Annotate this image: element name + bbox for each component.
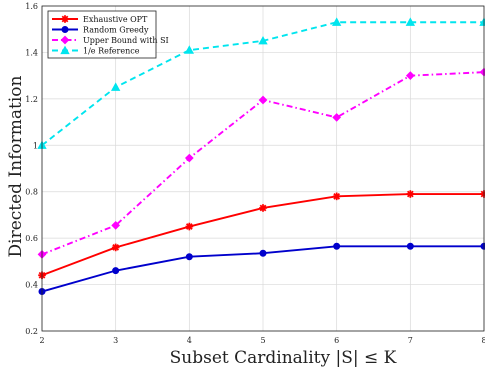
legend-label: 1/e Reference: [83, 47, 140, 56]
series-group: [37, 17, 485, 296]
legend-marker: [61, 26, 69, 33]
data-point-2: [111, 221, 121, 230]
x-axis-label: Subset Cardinality |S| ≤ K: [170, 348, 397, 368]
data-point-0: [111, 243, 120, 252]
legend-label: Upper Bound with SI: [83, 36, 169, 45]
y-axis-label: Directed Information: [6, 75, 26, 257]
legend-marker: [61, 15, 69, 23]
legend-label: Random Greedy: [83, 26, 149, 35]
y-tick-label: 0.8: [25, 188, 38, 197]
x-tick-label: 8: [481, 336, 485, 345]
data-point-2: [184, 153, 194, 163]
data-point-2: [405, 71, 415, 81]
plot-frame: [41, 5, 485, 332]
tick-labels: 2 3 4 5 6 7 8 0.2 0.4 0.6 0.8 1 1.2 1.4 1.6: [25, 2, 485, 345]
data-point-0: [406, 190, 415, 198]
y-tick-label: 1.4: [25, 48, 38, 57]
y-tick-label: 1.2: [25, 95, 38, 104]
data-point-1: [112, 267, 120, 275]
data-point-2: [258, 95, 268, 105]
data-point-0: [259, 204, 267, 212]
data-point-3: [184, 45, 195, 54]
x-tick-label: 2: [39, 336, 44, 345]
legend-marker: [60, 45, 70, 55]
data-point-3: [110, 82, 121, 91]
data-point-0: [185, 222, 194, 231]
data-point-1: [185, 253, 193, 261]
legend-label: Exhaustive OPT: [83, 15, 148, 24]
data-point-3: [258, 35, 268, 45]
legend-marker: [60, 35, 70, 45]
data-point-1: [333, 242, 341, 250]
y-tick-label: 0.2: [25, 327, 38, 336]
x-tick-label: 3: [113, 336, 118, 345]
y-tick-label: 1.6: [25, 2, 38, 11]
data-point-1: [406, 242, 414, 250]
data-point-3: [405, 17, 416, 26]
y-tick-label: 0.6: [25, 234, 38, 243]
x-tick-label: 5: [260, 336, 265, 345]
data-point-2: [332, 113, 342, 122]
y-tick-label: 0.4: [25, 281, 38, 290]
data-point-3: [331, 17, 342, 26]
data-point-0: [332, 192, 341, 201]
x-tick-label: 7: [408, 336, 413, 345]
y-tick-label: 1: [33, 141, 38, 150]
x-tick-label: 4: [187, 336, 192, 345]
data-point-1: [259, 249, 267, 257]
x-tick-label: 6: [334, 336, 339, 345]
